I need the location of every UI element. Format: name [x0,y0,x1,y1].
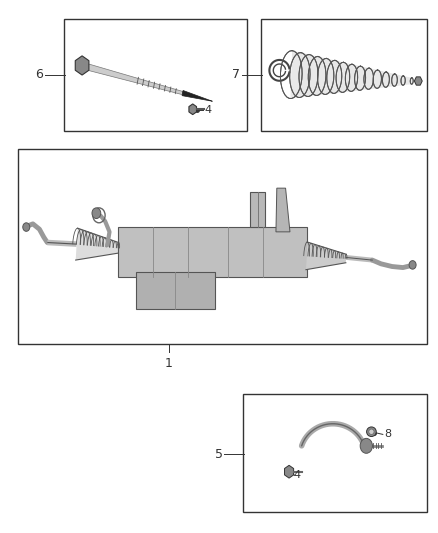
Ellipse shape [367,427,376,437]
Polygon shape [290,51,412,99]
Bar [18,149,427,344]
Polygon shape [87,64,183,95]
Circle shape [92,208,101,219]
Polygon shape [75,56,89,75]
Polygon shape [182,91,212,101]
Circle shape [360,438,372,453]
Circle shape [23,223,30,231]
Polygon shape [76,228,119,260]
Bar [136,272,215,309]
Text: 5: 5 [215,448,223,461]
Text: 6: 6 [35,68,43,81]
Bar [261,19,427,131]
Text: 4: 4 [205,106,212,115]
Polygon shape [276,188,290,232]
Text: 1: 1 [165,357,173,370]
Polygon shape [189,104,197,115]
Text: 7: 7 [232,68,240,81]
Ellipse shape [369,429,374,434]
Text: 8: 8 [385,430,392,439]
Bar [243,394,427,512]
Bar [64,19,247,131]
Bar [250,192,265,227]
Text: 4: 4 [294,471,301,480]
Polygon shape [306,242,346,270]
Polygon shape [414,77,422,85]
Bar [118,227,307,277]
Polygon shape [285,465,293,478]
Circle shape [409,261,416,269]
